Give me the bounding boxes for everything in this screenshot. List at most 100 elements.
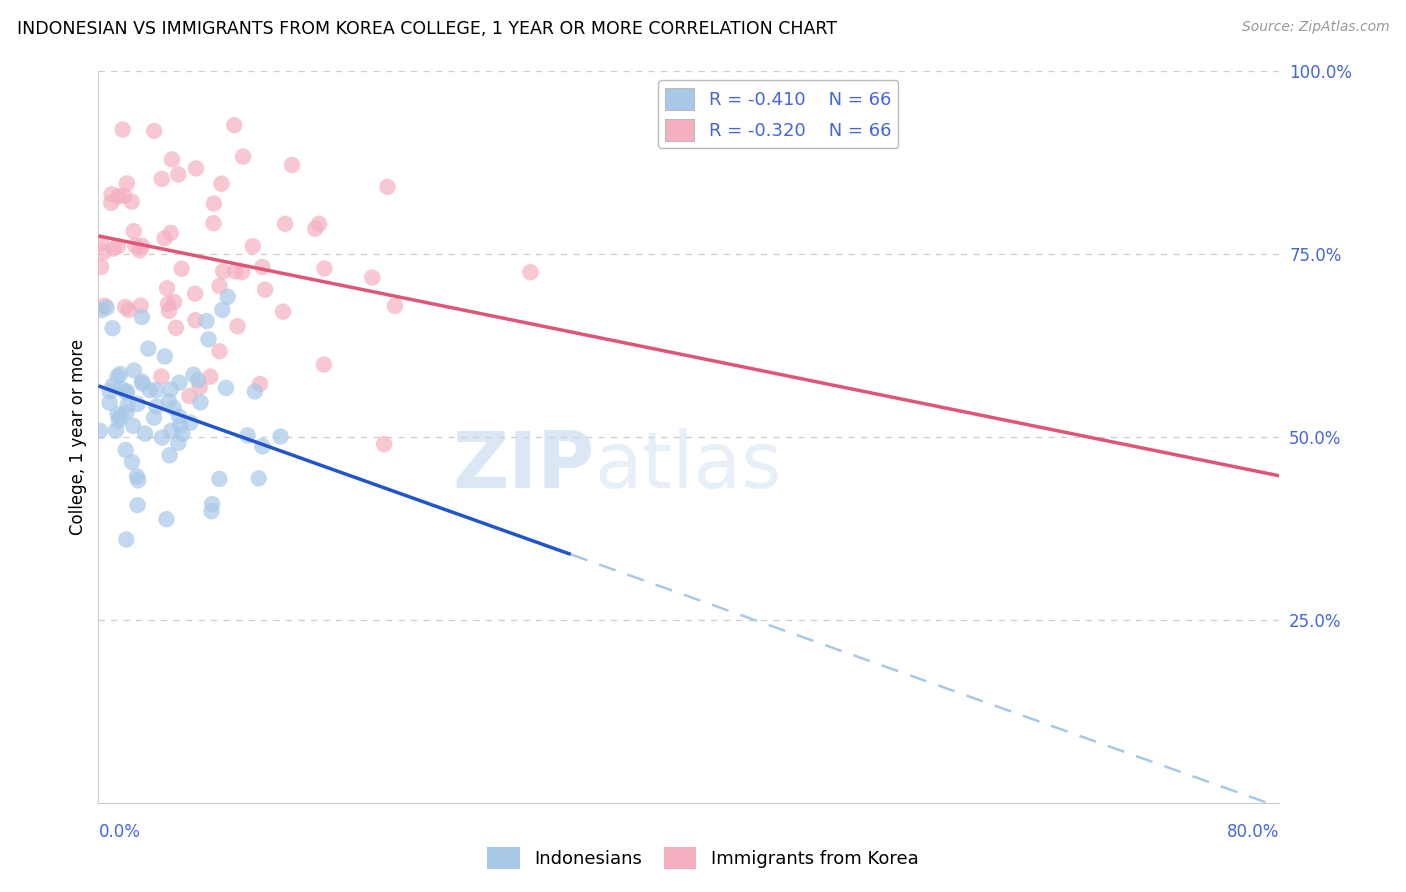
Point (107, 407, 129, 421)
Text: 0.0%: 0.0% (98, 823, 141, 841)
Point (108, 367, 131, 381)
Point (184, 313, 207, 327)
Point (129, 299, 152, 313)
Point (131, 376, 153, 391)
Point (115, 385, 138, 400)
Point (112, 188, 135, 202)
Point (143, 410, 166, 425)
Point (157, 297, 180, 311)
Point (115, 405, 138, 419)
Text: INDONESIAN VS IMMIGRANTS FROM KOREA COLLEGE, 1 YEAR OR MORE CORRELATION CHART: INDONESIAN VS IMMIGRANTS FROM KOREA COLL… (17, 20, 837, 37)
Point (93, 299, 115, 313)
Point (195, 314, 218, 328)
Point (125, 469, 148, 483)
Point (159, 383, 181, 397)
Text: Source: ZipAtlas.com: Source: ZipAtlas.com (1241, 20, 1389, 34)
Point (184, 161, 207, 176)
Point (187, 373, 209, 387)
Point (519, 265, 541, 279)
Point (96, 301, 118, 315)
Point (111, 122, 134, 136)
Point (93, 245, 115, 260)
Point (172, 426, 194, 441)
Point (150, 431, 173, 445)
Point (208, 344, 231, 359)
Point (243, 384, 266, 399)
Point (117, 302, 139, 317)
Point (98, 384, 121, 399)
Point (117, 398, 139, 412)
Point (155, 512, 177, 526)
Point (108, 414, 131, 428)
Point (115, 177, 138, 191)
Point (107, 369, 129, 384)
Point (136, 342, 159, 356)
Point (170, 261, 193, 276)
Point (153, 231, 176, 245)
Point (159, 226, 181, 240)
Point (115, 384, 138, 399)
Point (121, 194, 143, 209)
Point (122, 418, 145, 433)
Point (134, 426, 156, 441)
Point (90, 236, 112, 251)
Point (131, 375, 153, 389)
Legend: R = -0.410    N = 66, R = -0.320    N = 66: R = -0.410 N = 66, R = -0.320 N = 66 (658, 80, 898, 148)
Point (167, 168, 190, 182)
Point (211, 302, 233, 317)
Point (212, 264, 235, 278)
Point (252, 260, 274, 274)
Point (252, 439, 274, 453)
Point (201, 497, 224, 511)
Point (122, 363, 145, 377)
Point (131, 310, 153, 324)
Point (162, 401, 184, 415)
Text: ZIP: ZIP (453, 428, 595, 504)
Point (224, 118, 246, 132)
Point (179, 389, 201, 403)
Point (208, 472, 231, 486)
Point (115, 533, 138, 547)
Point (184, 286, 207, 301)
Point (127, 397, 149, 411)
Point (124, 238, 146, 252)
Point (232, 150, 254, 164)
Point (211, 177, 233, 191)
Point (110, 409, 132, 424)
Point (217, 290, 239, 304)
Point (150, 369, 173, 384)
Point (200, 369, 222, 384)
Point (114, 300, 136, 314)
Point (159, 448, 181, 462)
Point (100, 187, 122, 202)
Point (101, 378, 124, 392)
Point (127, 498, 149, 512)
Point (160, 424, 183, 438)
Point (163, 295, 186, 310)
Point (254, 283, 277, 297)
Point (139, 383, 162, 397)
Point (157, 394, 180, 409)
Point (304, 221, 326, 235)
Point (127, 473, 149, 487)
Point (90, 303, 112, 318)
Point (107, 189, 129, 203)
Y-axis label: College, 1 year or more: College, 1 year or more (69, 339, 87, 535)
Text: 80.0%: 80.0% (1227, 823, 1279, 841)
Point (89, 424, 111, 438)
Point (190, 395, 212, 409)
Point (183, 368, 205, 382)
Point (271, 304, 294, 318)
Legend: Indonesians, Immigrants from Korea: Indonesians, Immigrants from Korea (481, 839, 925, 876)
Point (236, 428, 259, 442)
Point (167, 409, 190, 424)
Point (169, 376, 191, 390)
Point (188, 380, 211, 394)
Point (98, 396, 121, 410)
Point (202, 216, 225, 230)
Point (107, 239, 129, 253)
Point (128, 244, 150, 258)
Point (165, 321, 187, 335)
Point (274, 217, 297, 231)
Point (103, 242, 125, 256)
